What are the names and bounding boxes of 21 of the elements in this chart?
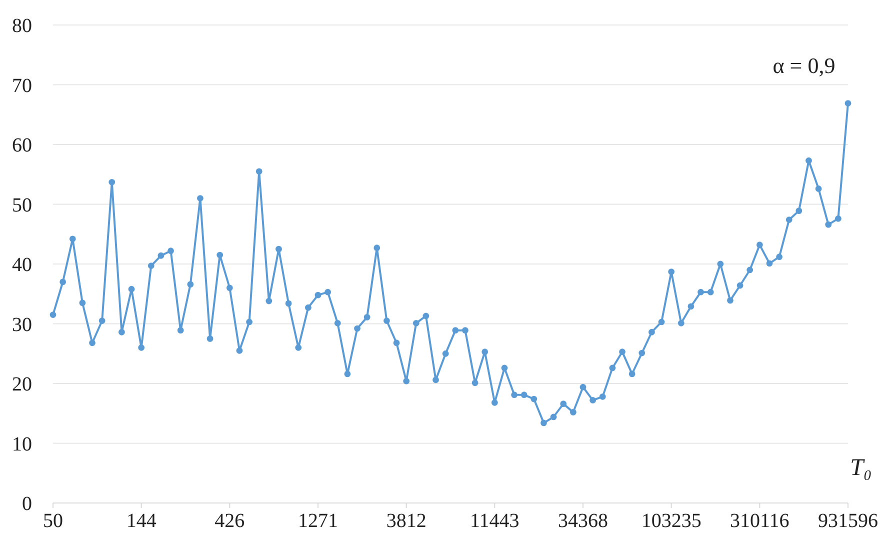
x-tick-label: 426 <box>214 510 245 532</box>
x-tick-label: 310116 <box>730 510 790 532</box>
y-tick-label: 10 <box>12 433 32 456</box>
y-tick-label: 30 <box>12 314 32 336</box>
x-tick-label: 11443 <box>470 510 520 532</box>
x-tick-label: 1271 <box>298 510 338 532</box>
x-tick-label: 34368 <box>558 510 608 532</box>
annotation: α = 0,9 <box>772 53 836 78</box>
y-tick-label: 70 <box>12 74 32 97</box>
x-axis-title: T₀ <box>850 455 872 481</box>
x-tick-label: 103235 <box>641 510 702 532</box>
x-tick-label: 3812 <box>386 510 426 532</box>
y-tick-label: 60 <box>12 134 32 156</box>
y-tick-label: 50 <box>12 194 32 216</box>
y-tick-label: 80 <box>12 15 32 37</box>
y-tick-label: 20 <box>12 374 32 396</box>
y-tick-label: 0 <box>22 493 32 515</box>
x-tick-label: 144 <box>126 510 156 532</box>
x-tick-label: 931596 <box>818 510 878 532</box>
x-tick-label: 50 <box>43 510 63 532</box>
y-tick-label: 40 <box>12 254 32 276</box>
